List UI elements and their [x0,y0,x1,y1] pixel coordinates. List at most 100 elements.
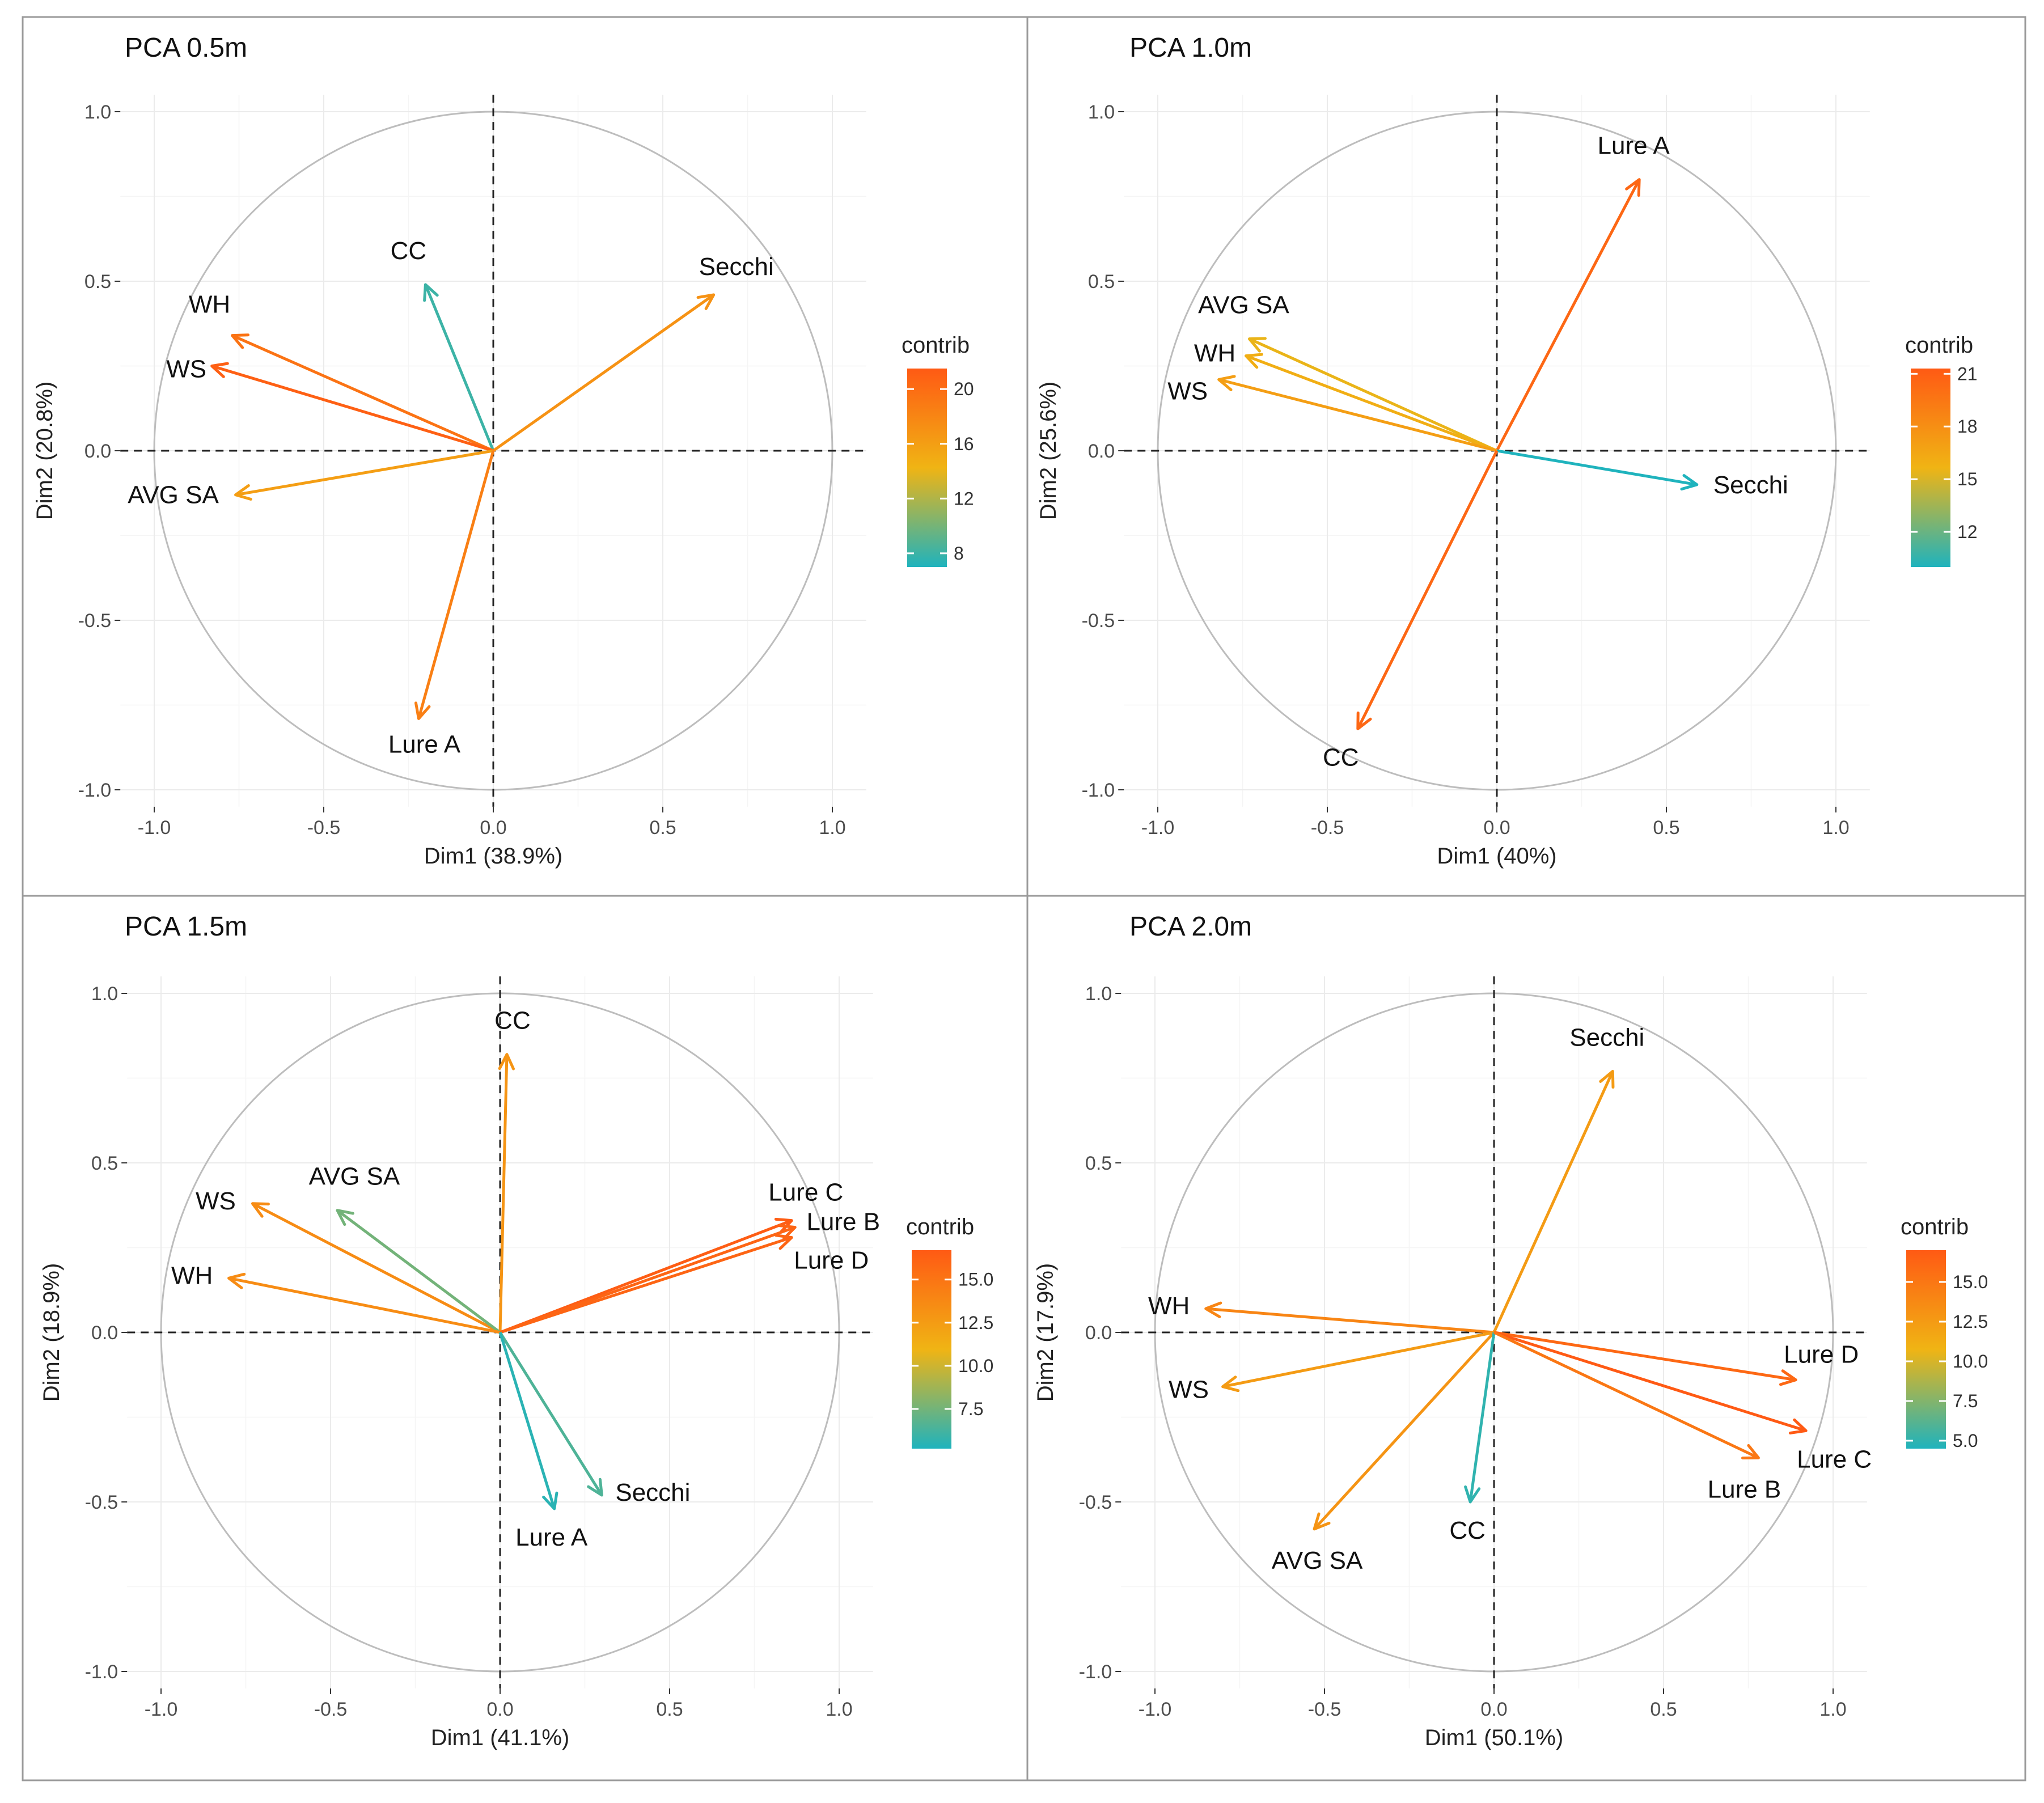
y-axis-title: Dim2 (25.6%) [1036,382,1061,520]
legend-tick-label: 8 [954,543,964,564]
legend-title: contrib [902,333,970,358]
arrowhead-wh [231,333,250,349]
arrowhead-avg-sa [1247,337,1267,353]
panel-title: PCA 1.0m [1129,33,1252,63]
legend-colorbar [1911,369,1950,567]
legend-tick-label: 12 [1957,522,1978,542]
panel-title: PCA 1.5m [125,912,247,942]
legend-tick-label: 5.0 [1953,1430,1978,1451]
arrowhead-ws [1217,375,1236,391]
legend-tick-label: 16 [954,434,974,454]
x-tick-label: 0.0 [1480,1699,1507,1720]
x-tick-label: -0.5 [1308,1699,1341,1720]
variable-label-cc: CC [1323,743,1359,771]
contrib-legend: contrib 12 15 18 21 [1905,333,1978,567]
variable-label-avg-sa: AVG SA [1272,1547,1363,1575]
y-tick-label: -1.0 [1079,1661,1112,1683]
y-tick-label: 0.0 [1088,441,1115,462]
arrow-cc [1469,1332,1496,1502]
arrow-avg-sa [235,449,494,497]
arrow-cc [424,284,495,451]
arrow-secchi [498,1331,603,1496]
variable-label-lure-c: Lure C [768,1179,843,1207]
legend-tick-label: 20 [954,379,974,399]
arrowhead-lure-d [775,1234,793,1250]
variable-label-wh: WH [189,291,230,319]
legend-tick-label: 12.5 [958,1313,993,1333]
variable-arrows: Secchi WH WS AVG SA CC Lure D Lure C Lure B [1148,1024,1872,1575]
pca-panel-1: -1.0 -0.5 0.0 0.5 1.0 1.0 0.5 0.0 -0.5 -1.0 Dim1 (… [22,16,1029,897]
arrowhead-ws [210,362,229,378]
arrowhead-cc [498,1053,515,1070]
arrowhead-lure-c [1788,1418,1808,1434]
y-tick-label: -1.0 [1082,780,1115,801]
x-tick-label: 0.5 [656,1699,683,1720]
x-tick-label: -1.0 [138,817,171,839]
arrowhead-wh [1204,1301,1222,1318]
variable-label-avg-sa: AVG SA [128,481,219,509]
y-tick-label: 1.0 [84,101,111,123]
arrow-wh [1205,1307,1495,1334]
arrow-ws [211,365,494,452]
pca-panel-3: -1.0 -0.5 0.0 0.5 1.0 1.0 0.5 0.0 -0.5 -1.0 Dim1 (… [22,895,1029,1781]
y-tick-label: 0.0 [91,1322,118,1344]
arrowhead-avg-sa [234,484,252,501]
variable-label-cc: CC [1449,1517,1486,1544]
contrib-legend: contrib 5.0 7.5 10.0 12.5 15.0 [1901,1214,1988,1451]
x-tick-label: -0.5 [314,1699,348,1720]
x-tick-label: 0.0 [480,817,506,839]
arrow-lure-d [1493,1331,1796,1382]
y-tick-label: -0.5 [85,1492,119,1513]
arrow-lure-c [1493,1331,1806,1432]
variable-label-wh: WH [1148,1292,1190,1320]
arrowhead-ws [1221,1375,1240,1393]
arrow-lure-b [500,1226,796,1334]
panel-border [1026,895,2026,1781]
arrowhead-lure-b [777,1224,797,1241]
x-tick-label: 1.0 [819,817,845,839]
arrowhead-cc [1356,711,1372,730]
variable-arrows: Lure A AVG SA WH WS Secchi CC [1167,132,1788,772]
variable-label-lure-a: Lure A [515,1523,588,1551]
arrow-avg-sa [1313,1331,1495,1530]
variable-label-wh: WH [1194,340,1235,367]
x-tick-label: 0.5 [1653,817,1679,839]
legend-tick-label: 7.5 [958,1399,983,1419]
variable-label-lure-c: Lure C [1797,1445,1872,1473]
x-tick-label: 0.0 [1483,817,1510,839]
arrow-lure-d [500,1236,793,1334]
arrowhead-lure-d [1779,1369,1797,1386]
arrow-cc [498,1054,509,1333]
variable-label-lure-a: Lure A [1598,132,1670,160]
arrowhead-secchi [587,1478,603,1497]
x-tick-label: 0.5 [1650,1699,1677,1720]
pca-panel-2: -1.0 -0.5 0.0 0.5 1.0 1.0 0.5 0.0 -0.5 -1.0 Dim1 (… [1026,16,2026,897]
legend-tick-label: 12 [954,488,974,509]
arrow-secchi [492,293,715,452]
x-tick-label: -0.5 [1311,817,1344,839]
y-tick-label: 0.5 [91,1153,118,1174]
x-axis-title: Dim1 (38.9%) [424,844,563,869]
variable-label-lure-b: Lure B [1708,1475,1781,1503]
x-tick-label: 0.5 [649,817,676,839]
legend-colorbar [1906,1250,1946,1449]
arrowhead-lure-c [774,1217,793,1234]
y-tick-label: -1.0 [85,1661,119,1683]
arrowhead-lure-a [542,1491,558,1510]
legend-tick-label: 21 [1957,363,1978,384]
legend-title: contrib [1901,1214,1969,1239]
y-tick-label: -0.5 [1079,1492,1112,1513]
variable-label-secchi: Secchi [1569,1024,1644,1052]
legend-tick-label: 10.0 [958,1356,993,1376]
x-tick-label: 0.0 [486,1699,513,1720]
arrowhead-wh [1244,353,1263,369]
legend-tick-label: 18 [1957,416,1978,437]
variable-label-lure-a: Lure A [388,730,461,758]
y-tick-label: 0.5 [1085,1153,1112,1174]
x-axis-title: Dim1 (40%) [1437,844,1556,869]
variable-label-ws: WS [1167,377,1208,405]
legend-tick-label: 7.5 [1953,1391,1978,1411]
variable-label-secchi: Secchi [615,1479,690,1506]
panel-border [22,16,1029,897]
